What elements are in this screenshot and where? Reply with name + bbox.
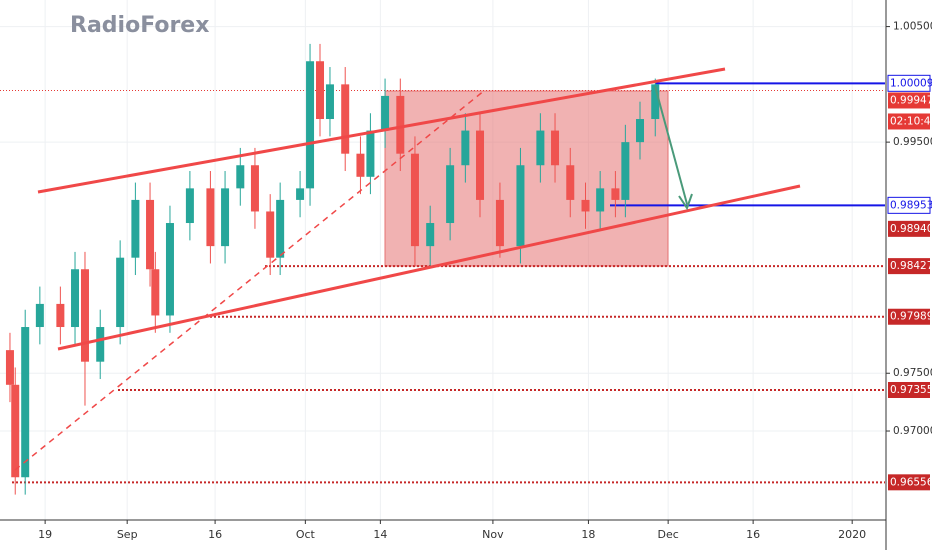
price-tag: 0.98427 [890, 260, 932, 272]
candle-body [516, 165, 525, 247]
price-tag: 0.97355 [890, 384, 932, 396]
price-tag-box [887, 74, 931, 92]
candle-body [366, 130, 375, 177]
candle-body [495, 199, 504, 247]
price-tag-box [888, 220, 930, 237]
candle-body [325, 84, 334, 120]
candle-body [596, 188, 605, 212]
upper-channel [37, 67, 726, 194]
price-tag: 0.98940 [890, 223, 932, 235]
price-tag-box [888, 382, 930, 398]
price-tag-box [887, 196, 931, 214]
candle-body [221, 188, 230, 247]
candle-body [146, 199, 155, 270]
candle-body [341, 84, 350, 154]
candles [5, 43, 660, 495]
price-tag-box [888, 258, 930, 275]
candle-body [266, 211, 275, 258]
x-tick-label: 14 [373, 528, 387, 541]
candle-body [236, 165, 245, 189]
candle-body [476, 130, 485, 200]
candle-body [356, 153, 365, 177]
candle-body [35, 303, 44, 328]
y-tick-label: 0.97000 [893, 425, 932, 437]
arrow [654, 85, 688, 205]
price-tag: 0.99947 [890, 94, 932, 106]
levels [0, 82, 885, 484]
x-tick-label: Dec [657, 528, 678, 541]
x-tick-label: 16 [746, 528, 760, 541]
price-tag-box [888, 92, 930, 109]
arrow-head [678, 193, 693, 211]
candle-body [206, 188, 215, 247]
x-tick-label: 19 [38, 528, 52, 541]
candle-body [551, 130, 560, 166]
candle-body [426, 223, 435, 247]
candle-body [296, 188, 305, 200]
candle-body [306, 61, 315, 189]
candle-body [131, 199, 140, 258]
candle-body [116, 257, 125, 328]
candle-body [56, 303, 65, 328]
dashed-trend [14, 89, 486, 471]
candle-body [566, 165, 575, 200]
candle-body [151, 269, 160, 316]
x-tick-label: Oct [296, 528, 316, 541]
candle-body [581, 199, 590, 212]
price-tag-box [888, 308, 930, 325]
price-tag-box [888, 474, 930, 491]
candle-body [80, 269, 89, 362]
candle-body [96, 327, 105, 362]
candle-body [446, 165, 455, 224]
candle-body [536, 130, 545, 166]
candle-body [5, 350, 14, 385]
candle-body [410, 153, 419, 247]
x-tick-label: 16 [208, 528, 222, 541]
countdown-box [888, 113, 930, 130]
x-tick-label: Sep [117, 528, 138, 541]
price-tag: 0.97989 [890, 311, 932, 323]
x-tick-label: Nov [482, 528, 504, 541]
candle-body [185, 188, 194, 224]
candle-body [250, 165, 259, 212]
x-tick-label: 2020 [838, 528, 866, 541]
candle-body [621, 142, 630, 200]
candle-body [461, 130, 470, 166]
price-tag: 1.00009 [890, 77, 932, 89]
candle-body [396, 95, 405, 154]
candle-body [276, 199, 285, 258]
candle-body [21, 327, 30, 478]
candle-body [611, 188, 620, 200]
candle-body [636, 119, 645, 143]
candle-body [651, 84, 660, 120]
watermark: RadioForex [70, 13, 209, 38]
candle-body [71, 269, 80, 328]
price-tag: 0.98953 [890, 199, 932, 211]
x-tick-label: 18 [581, 528, 595, 541]
candle-body [381, 95, 390, 131]
price-tag: 0.96556 [890, 476, 932, 488]
candle-body [165, 223, 174, 316]
candle-body [11, 384, 20, 478]
candle-body [316, 61, 325, 120]
countdown: 02:10:43 [890, 115, 932, 127]
lower-channel [57, 184, 801, 351]
